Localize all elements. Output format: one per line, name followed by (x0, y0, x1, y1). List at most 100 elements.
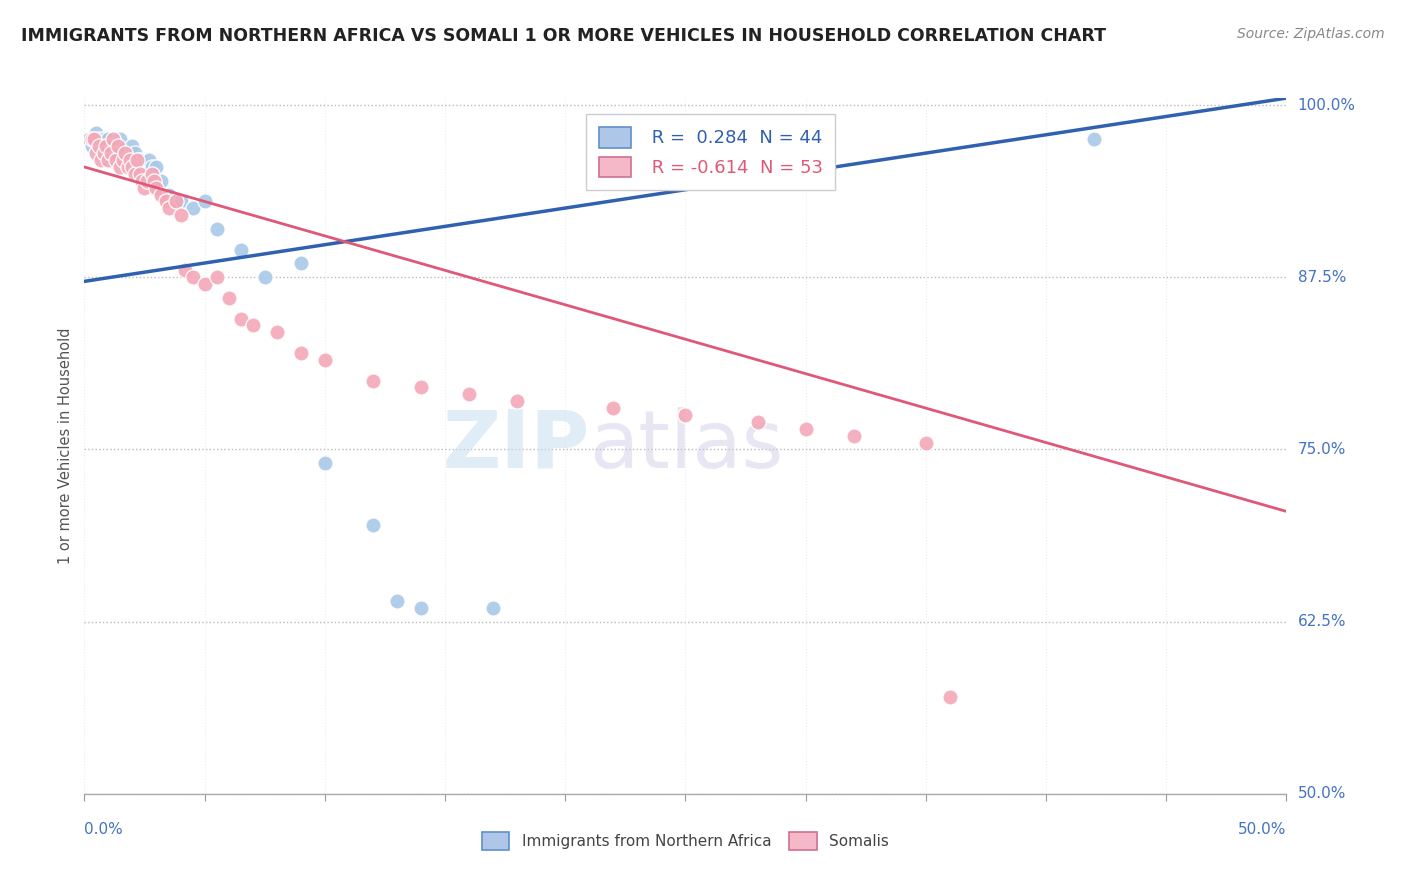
Point (229, 243, 252, 257)
Point (458, 387, 481, 401)
Point (80, 139, 103, 153)
Point (128, 167, 150, 181)
Point (117, 160, 139, 174)
Point (104, 139, 127, 153)
Point (117, 160, 139, 174)
Point (266, 326, 288, 340)
Point (121, 160, 143, 174)
Point (128, 153, 150, 168)
Point (194, 277, 217, 292)
Text: 50.0%: 50.0% (1239, 822, 1286, 837)
Point (157, 202, 180, 216)
Text: 62.5%: 62.5% (1298, 615, 1346, 629)
Point (314, 352, 336, 367)
Point (181, 270, 204, 285)
Point (157, 187, 180, 202)
Point (131, 167, 153, 181)
Point (93, 146, 115, 161)
Point (675, 408, 697, 422)
Point (134, 174, 156, 188)
Point (135, 167, 157, 181)
Point (86, 126, 108, 140)
Point (939, 690, 962, 705)
Y-axis label: 1 or more Vehicles in Household: 1 or more Vehicles in Household (58, 327, 73, 565)
Point (145, 180, 167, 194)
Point (111, 153, 134, 168)
Point (87, 132, 110, 146)
Point (482, 600, 505, 615)
Point (138, 153, 160, 168)
Point (114, 146, 136, 161)
Point (107, 139, 129, 153)
Text: 87.5%: 87.5% (1298, 269, 1346, 285)
Point (747, 415, 769, 429)
Point (141, 160, 163, 174)
Point (218, 291, 240, 305)
Point (602, 401, 624, 416)
Point (253, 270, 276, 285)
Point (174, 263, 197, 277)
Text: 100.0%: 100.0% (1298, 97, 1355, 112)
Point (131, 174, 153, 188)
Point (93, 132, 115, 146)
Point (90, 146, 112, 161)
Point (110, 160, 132, 174)
Point (103, 153, 125, 168)
Point (118, 153, 141, 168)
Point (794, 422, 817, 436)
Point (145, 160, 167, 174)
Point (90, 153, 112, 168)
Point (127, 153, 149, 168)
Point (111, 153, 134, 168)
Point (194, 194, 217, 209)
Point (409, 600, 432, 615)
Text: 75.0%: 75.0% (1298, 442, 1346, 457)
Point (169, 194, 191, 209)
Point (83, 132, 105, 146)
Point (118, 153, 141, 168)
Point (134, 180, 156, 194)
Text: 0.0%: 0.0% (84, 822, 124, 837)
Text: Source: ZipAtlas.com: Source: ZipAtlas.com (1237, 27, 1385, 41)
Point (135, 174, 157, 188)
Point (110, 132, 132, 146)
Point (165, 194, 187, 209)
Point (77, 132, 100, 146)
Point (86, 146, 108, 161)
Point (114, 146, 136, 161)
Point (205, 270, 228, 285)
Point (842, 428, 865, 442)
Point (97, 153, 120, 168)
Point (94, 153, 117, 168)
Point (143, 174, 166, 188)
Point (915, 435, 938, 450)
Point (107, 146, 129, 161)
Point (155, 194, 177, 209)
Legend: Immigrants from Northern Africa, Somalis: Immigrants from Northern Africa, Somalis (475, 826, 896, 855)
Point (165, 194, 187, 209)
Point (409, 380, 432, 394)
Point (124, 146, 146, 161)
Point (127, 160, 149, 174)
Point (1083, 132, 1105, 146)
Point (290, 256, 312, 270)
Text: IMMIGRANTS FROM NORTHERN AFRICA VS SOMALI 1 OR MORE VEHICLES IN HOUSEHOLD CORREL: IMMIGRANTS FROM NORTHERN AFRICA VS SOMAL… (21, 27, 1107, 45)
Point (242, 318, 264, 333)
Point (290, 346, 312, 360)
Point (361, 518, 384, 533)
Point (103, 132, 125, 146)
Point (506, 394, 529, 409)
Point (97, 132, 120, 146)
Text: 50.0%: 50.0% (1298, 787, 1346, 801)
Point (94, 139, 117, 153)
Point (104, 153, 127, 168)
Point (229, 311, 252, 326)
Text: ZIP: ZIP (441, 407, 589, 485)
Point (314, 456, 336, 470)
Point (143, 180, 166, 194)
Point (150, 174, 173, 188)
Point (385, 594, 408, 608)
Point (100, 139, 122, 153)
Text: atlas: atlas (589, 407, 783, 485)
Point (121, 139, 143, 153)
